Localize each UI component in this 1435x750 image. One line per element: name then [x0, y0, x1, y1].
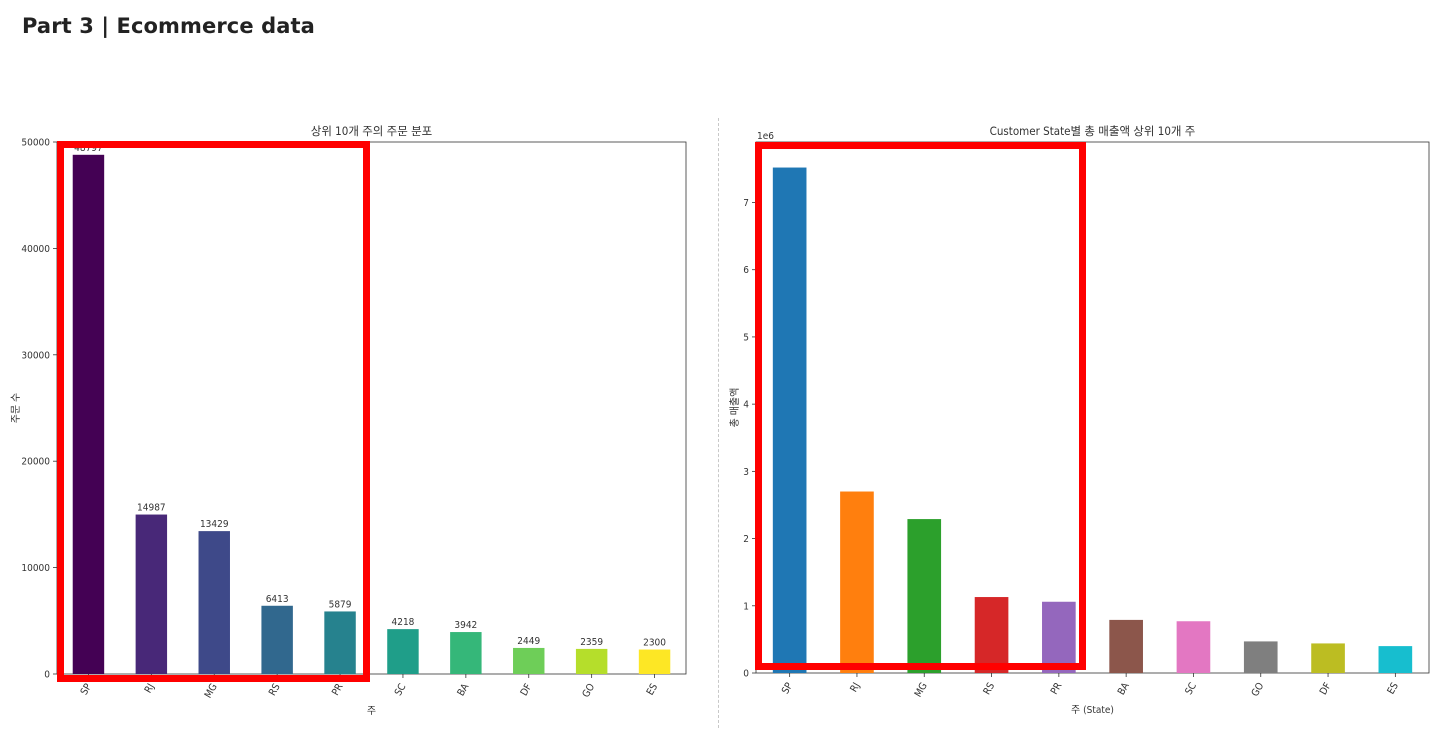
x-axis-label: 주: [367, 706, 376, 717]
data-label-pr: 5879: [329, 599, 352, 610]
data-label-es: 2300: [643, 638, 666, 649]
bar-es: [1378, 646, 1413, 673]
x-tick-label-es: ES: [1386, 681, 1401, 697]
bar-df: [1311, 643, 1345, 673]
bar-sp: [72, 154, 105, 674]
data-label-rj: 14987: [137, 503, 166, 514]
chart-title: Customer State별 총 매출액 상위 10개 주: [990, 124, 1196, 138]
y-tick-label: 30000: [21, 350, 50, 361]
data-label-ba: 3942: [454, 620, 477, 631]
data-label-sc: 4218: [392, 617, 415, 628]
y-tick-label: 6: [743, 265, 749, 276]
data-label-go: 2359: [580, 637, 603, 648]
page-title: Part 3 | Ecommerce data: [22, 14, 315, 38]
data-label-df: 2449: [517, 636, 540, 647]
x-tick-label-sc: SC: [393, 682, 409, 698]
panel-divider: [718, 118, 719, 728]
bar-go: [1243, 641, 1278, 673]
y-tick-label: 3: [743, 467, 749, 478]
orders-by-state-chart: 상위 10개 주의 주문 분포주 주문 수 0 10000 20000 30000 4000…: [10, 124, 687, 717]
bar-sp: [772, 167, 807, 673]
x-tick-label-df: DF: [1318, 681, 1334, 697]
data-label-sp: 48797: [74, 143, 103, 154]
x-tick-label-go: GO: [1250, 681, 1267, 699]
data-label-rs: 6413: [266, 594, 289, 605]
y-tick-label: 40000: [21, 244, 50, 255]
bar-df: [513, 647, 545, 674]
y-scale-label: 1e6: [757, 131, 774, 142]
x-tick-label-rs: RS: [267, 682, 283, 698]
x-tick-label-ba: BA: [1116, 680, 1132, 697]
y-tick-label: 2: [743, 534, 749, 545]
bar-sc: [387, 629, 419, 674]
y-tick-label: 4: [743, 400, 749, 411]
y-tick-label: 20000: [21, 457, 50, 468]
highlight-box-left: [57, 141, 370, 682]
y-tick-label: 5: [743, 332, 749, 343]
bar-rj: [840, 491, 874, 673]
bar-es: [638, 649, 671, 674]
x-tick-label-pr: PR: [1049, 681, 1064, 697]
x-tick-label-es: ES: [645, 682, 660, 698]
y-tick-label: 0: [44, 670, 50, 681]
x-tick-label-sc: SC: [1184, 681, 1200, 697]
bar-go: [575, 648, 608, 674]
highlight-box-right: [755, 142, 1086, 670]
y-tick-label: 1: [743, 601, 749, 612]
y-tick-label: 7: [743, 198, 749, 209]
x-axis-label: 주 (State): [1071, 705, 1114, 716]
chart-title: 상위 10개 주의 주문 분포: [311, 124, 433, 138]
bar-rs: [974, 597, 1009, 673]
bar-pr: [1042, 601, 1076, 673]
bar-pr: [324, 611, 356, 674]
x-tick-label-sp: SP: [780, 681, 795, 697]
bar-sc: [1176, 621, 1211, 673]
y-axis-label: 주문 수: [10, 393, 22, 423]
x-tick-label-df: DF: [519, 682, 535, 698]
bar-rj: [135, 514, 168, 674]
y-tick-label: 50000: [21, 138, 50, 149]
bar-ba: [450, 632, 482, 674]
bar-ba: [1109, 619, 1143, 673]
x-tick-label-rj: RJ: [849, 681, 863, 694]
y-tick-label: 10000: [21, 563, 50, 574]
bar-rs: [261, 605, 293, 674]
x-tick-label-pr: PR: [330, 682, 345, 698]
x-tick-label-rs: RS: [982, 681, 998, 697]
bar-mg: [198, 531, 230, 674]
x-tick-label-mg: MG: [913, 681, 930, 699]
bar-mg: [907, 519, 942, 673]
y-axis-label: 총 매출액: [729, 388, 741, 428]
y-tick-label: 0: [743, 669, 749, 680]
data-label-mg: 13429: [200, 519, 229, 530]
